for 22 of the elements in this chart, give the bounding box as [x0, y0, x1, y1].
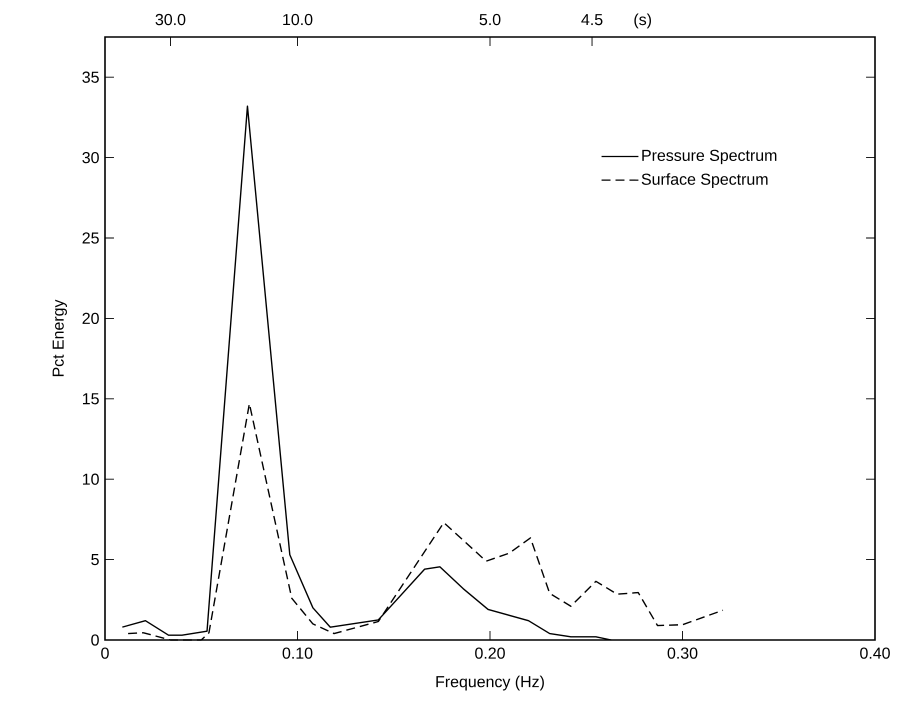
y-tick-label: 35: [82, 72, 99, 83]
text: 10.0: [283, 14, 312, 26]
y-tick-label: 25: [82, 232, 99, 244]
legend-label: Pressure Spectrum: [642, 150, 776, 164]
text: 5.0: [480, 14, 500, 26]
text: (s): [634, 13, 651, 28]
x-tick-label: 0.30: [668, 648, 698, 659]
y-tick-label: 5: [91, 554, 99, 566]
text: 4.5: [581, 14, 602, 26]
y-tick-label: 30: [82, 152, 99, 164]
y-axis-title: Pct Energy: [52, 300, 67, 376]
y-tick-label: 0: [91, 634, 99, 646]
text: 30.0: [156, 14, 186, 26]
y-tick-label: 10: [82, 474, 99, 485]
legend-label: Surface Spectrum: [642, 173, 768, 188]
y-tick-label: 15: [82, 393, 99, 404]
x-tick-label: 0.40: [860, 648, 890, 659]
x-axis-title: Frequency (Hz): [436, 676, 544, 690]
y-tick-label: 20: [82, 312, 99, 324]
x-tick-label: 0.10: [282, 648, 312, 659]
x-tick-label: 0: [101, 648, 109, 659]
x-tick-label: 0.20: [475, 648, 505, 659]
